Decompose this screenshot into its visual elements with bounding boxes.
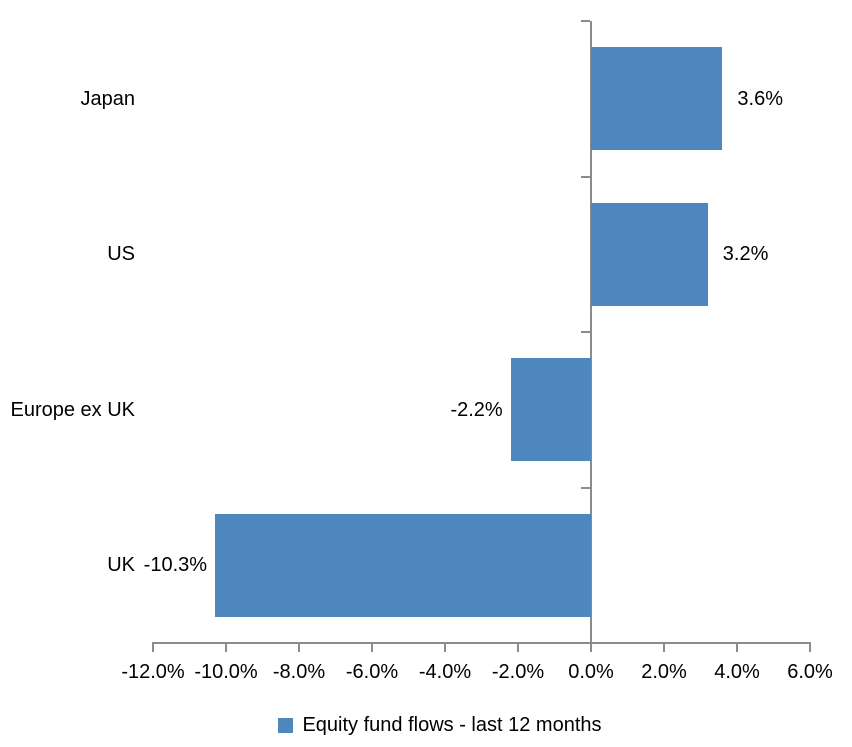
x-axis-tick [152,643,154,652]
bar-value-label: -10.3% [143,554,208,577]
x-tick-label: 0.0% [568,661,614,683]
bar-value-label: -2.2% [450,398,503,421]
x-tick-label: 4.0% [714,661,760,683]
x-axis-tick [444,643,446,652]
y-axis-tick [581,20,590,22]
x-axis-tick [809,643,811,652]
x-tick-label: 2.0% [641,661,687,683]
x-axis-tick [517,643,519,652]
x-tick-label: -2.0% [491,661,545,683]
y-axis-tick [581,642,590,644]
x-tick-label: 6.0% [787,661,833,683]
y-axis-tick [581,175,590,178]
y-axis-line [590,21,592,643]
bar [510,358,591,462]
category-label: Japan [80,87,136,110]
y-axis-tick [581,331,590,333]
x-axis-tick [225,643,227,652]
x-tick-label: -6.0% [345,661,399,683]
x-tick-label: -10.0% [194,661,258,683]
bar [215,513,591,617]
y-axis-tick [581,486,590,489]
x-axis-tick [371,643,373,652]
bar [591,202,708,306]
x-axis-line [152,642,811,644]
bar-value-label: 3.6% [737,87,783,110]
category-label: Europe ex UK [10,398,135,421]
legend-label: Equity fund flows - last 12 months [302,714,602,736]
x-axis-tick [590,643,592,652]
category-label: UK [107,554,135,577]
x-axis-tick [736,643,738,652]
bar [591,47,723,151]
x-axis-tick [663,643,665,652]
legend-swatch [278,717,294,733]
x-tick-label: -4.0% [418,661,472,683]
x-axis-tick [298,643,300,652]
bar-value-label: 3.2% [722,243,769,266]
legend: Equity fund flows - last 12 months [0,712,852,738]
category-label: US [107,243,135,266]
x-tick-label: -12.0% [121,661,185,683]
x-tick-label: -8.0% [272,661,326,683]
